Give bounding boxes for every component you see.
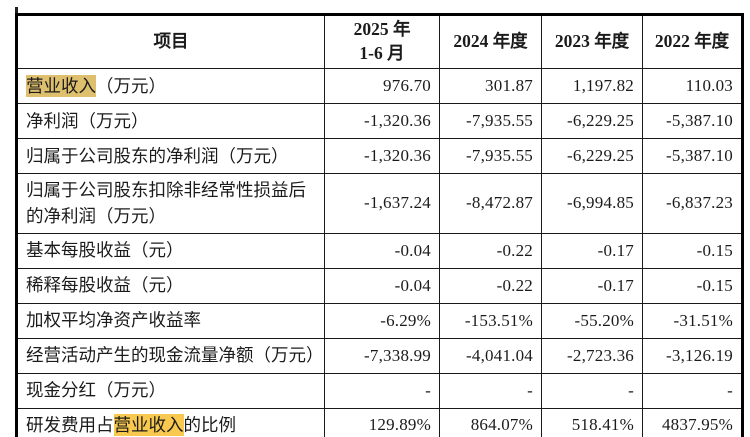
value-cell: 110.03	[642, 68, 743, 104]
row-label-cell: 稀释每股收益（元）	[16, 267, 325, 304]
value-cell: -6.29%	[324, 302, 440, 339]
value-cell: 518.41%	[541, 407, 643, 437]
table-row: 净利润（万元） -1,320.36 -7,935.55 -6,229.25 -5,387…	[16, 103, 743, 139]
scan-artifact-mark	[15, 7, 18, 16]
value-cell: -	[439, 372, 542, 409]
value-cell: -2,723.36	[541, 337, 643, 374]
value-cell: 129.89%	[324, 407, 440, 437]
row-label-cell: 经营活动产生的现金流量净额（万元）	[16, 337, 325, 374]
table-row: 现金分红（万元） - - - -	[16, 372, 743, 409]
value-cell: -8,472.87	[439, 173, 542, 234]
header-cell: 2023 年度	[541, 14, 643, 69]
row-label-cell: 现金分红（万元）	[16, 372, 325, 409]
row-label-cell: 研发费用占营业收入的比例	[16, 407, 325, 437]
row-label-cell: 归属于公司股东的净利润（万元）	[16, 138, 325, 174]
value-cell: 976.70	[324, 68, 440, 104]
value-cell: -5,387.10	[642, 138, 743, 174]
value-cell: -0.15	[642, 267, 743, 304]
table-row: 稀释每股收益（元） -0.04 -0.22 -0.17 -0.15	[16, 267, 743, 304]
value-cell: -31.51%	[642, 302, 743, 339]
value-cell: -55.20%	[541, 302, 643, 339]
header-cell: 2022 年度	[642, 14, 743, 69]
value-cell: -6,837.23	[642, 173, 743, 234]
value-cell: -	[324, 372, 440, 409]
row-label-cell: 加权平均净资产收益率	[16, 302, 325, 339]
table-row: 归属于公司股东的净利润（万元） -1,320.36 -7,935.55 -6,229.…	[16, 138, 743, 174]
table-body: 营业收入（万元） 976.70 301.87 1,197.82 110.03 净利润（万元…	[16, 68, 743, 437]
value-cell: -6,994.85	[541, 173, 643, 234]
row-label-cell: 净利润（万元）	[16, 103, 325, 139]
header-cell: 2025 年 1-6 月	[324, 14, 440, 69]
value-cell: -0.22	[439, 232, 542, 269]
header-cell: 2024 年度	[439, 14, 542, 69]
header-row: 项目 2025 年 1-6 月 2024 年度 2023 年度 2022 年度	[16, 14, 743, 69]
table-row: 经营活动产生的现金流量净额（万元） -7,338.99 -4,041.04 -2,72…	[16, 337, 743, 374]
row-label-cell: 营业收入（万元）	[16, 68, 325, 104]
highlighted-term: 营业收入	[113, 413, 184, 436]
value-cell: -0.04	[324, 232, 440, 269]
value-cell: -153.51%	[439, 302, 542, 339]
value-cell: -1,320.36	[324, 138, 440, 174]
table-row: 归属于公司股东扣除非经常性损益后的净利润（万元） -1,637.24 -8,472.…	[16, 173, 743, 234]
value-cell: -7,935.55	[439, 138, 542, 174]
financial-summary-table: 项目 2025 年 1-6 月 2024 年度 2023 年度 2022 年度 营业收入（…	[15, 13, 744, 437]
highlighted-term: 营业收入	[26, 74, 96, 97]
value-cell: 1,197.82	[541, 68, 643, 104]
value-cell: -6,229.25	[541, 138, 643, 174]
value-cell: -	[541, 372, 643, 409]
value-cell: -5,387.10	[642, 103, 743, 139]
value-cell: -3,126.19	[642, 337, 743, 374]
value-cell: -0.17	[541, 267, 643, 304]
value-cell: -4,041.04	[439, 337, 542, 374]
value-cell: -	[642, 372, 743, 409]
value-cell: -7,935.55	[439, 103, 542, 139]
value-cell: -1,320.36	[324, 103, 440, 139]
value-cell: -0.22	[439, 267, 542, 304]
row-label-cell: 基本每股收益（元）	[16, 232, 325, 269]
table-row: 营业收入（万元） 976.70 301.87 1,197.82 110.03	[16, 68, 743, 104]
value-cell: 4837.95%	[642, 407, 743, 437]
value-cell: -0.04	[324, 267, 440, 304]
value-cell: -1,637.24	[324, 173, 440, 234]
header-cell: 项目	[16, 14, 325, 69]
value-cell: -0.17	[541, 232, 643, 269]
row-label-cell: 归属于公司股东扣除非经常性损益后的净利润（万元）	[16, 173, 325, 234]
table-row: 加权平均净资产收益率 -6.29% -153.51% -55.20% -31.51%	[16, 302, 743, 339]
value-cell: 864.07%	[439, 407, 542, 437]
table-row: 基本每股收益（元） -0.04 -0.22 -0.17 -0.15	[16, 232, 743, 269]
table-row: 研发费用占营业收入的比例 129.89% 864.07% 518.41% 4837.95…	[16, 407, 743, 437]
value-cell: -6,229.25	[541, 103, 643, 139]
value-cell: -0.15	[642, 232, 743, 269]
value-cell: 301.87	[439, 68, 542, 104]
value-cell: -7,338.99	[324, 337, 440, 374]
